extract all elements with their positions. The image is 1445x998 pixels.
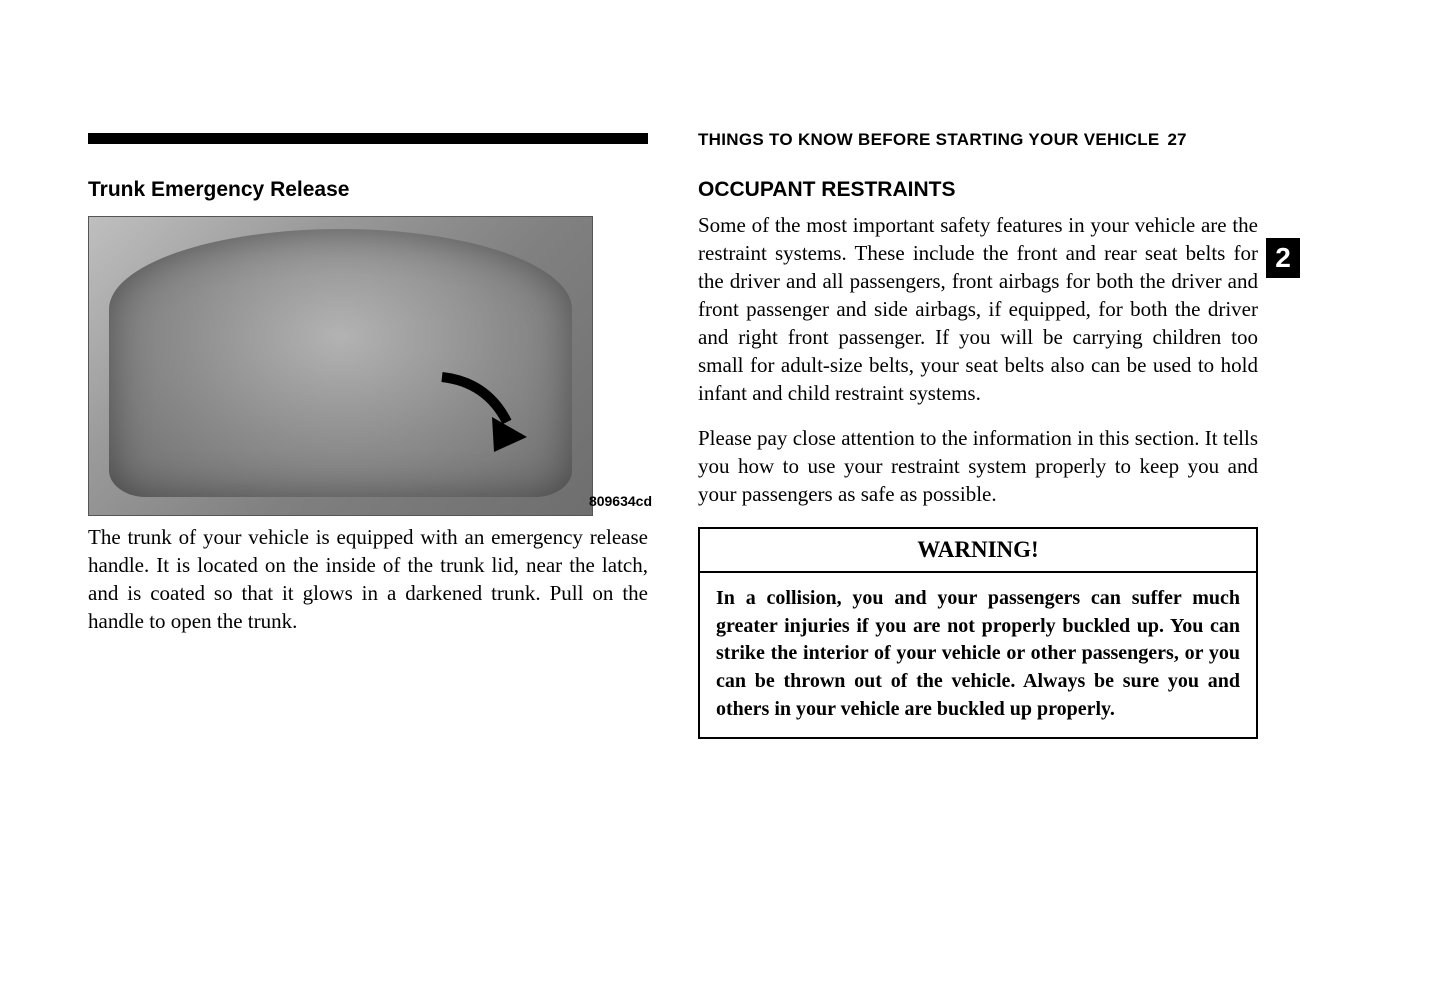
page-header-row: THINGS TO KNOW BEFORE STARTING YOUR VEHI… xyxy=(88,130,1358,150)
occupant-restraints-heading: OCCUPANT RESTRAINTS xyxy=(698,178,1258,202)
warning-box: WARNING! In a collision, you and your pa… xyxy=(698,527,1258,739)
restraints-paragraph-2: Please pay close attention to the inform… xyxy=(698,425,1258,509)
header-rule xyxy=(88,133,648,144)
trunk-release-figure: 809634cd xyxy=(88,216,593,516)
release-arrow-icon xyxy=(432,367,532,457)
figure-caption: 809634cd xyxy=(589,493,652,509)
header-right: THINGS TO KNOW BEFORE STARTING YOUR VEHI… xyxy=(698,130,1358,150)
manual-page: THINGS TO KNOW BEFORE STARTING YOUR VEHI… xyxy=(88,130,1358,739)
warning-title: WARNING! xyxy=(917,537,1038,562)
chapter-tab: 2 xyxy=(1266,238,1300,278)
warning-body: In a collision, you and your passengers … xyxy=(700,573,1256,737)
section-title: THINGS TO KNOW BEFORE STARTING YOUR VEHI… xyxy=(698,130,1160,150)
right-column: 2 OCCUPANT RESTRAINTS Some of the most i… xyxy=(698,178,1258,739)
content-columns: Trunk Emergency Release 809634cd The tru… xyxy=(88,178,1358,739)
left-column: Trunk Emergency Release 809634cd The tru… xyxy=(88,178,648,739)
page-number: 27 xyxy=(1168,130,1187,150)
trunk-release-paragraph: The trunk of your vehicle is equipped wi… xyxy=(88,524,648,636)
warning-title-row: WARNING! xyxy=(700,529,1256,573)
trunk-release-body: The trunk of your vehicle is equipped wi… xyxy=(88,524,648,636)
occupant-restraints-body: Some of the most important safety featur… xyxy=(698,212,1258,509)
trunk-release-heading: Trunk Emergency Release xyxy=(88,178,648,202)
restraints-paragraph-1: Some of the most important safety featur… xyxy=(698,212,1258,407)
